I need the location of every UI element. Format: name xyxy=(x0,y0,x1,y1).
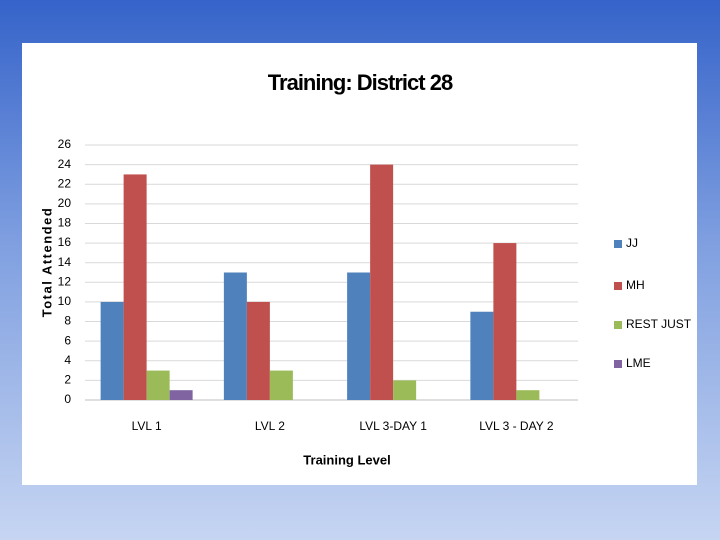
bar xyxy=(347,272,371,400)
y-tick-label: 0 xyxy=(64,392,71,406)
legend-label: LME xyxy=(626,356,651,370)
chart-title: Training: District 28 xyxy=(268,70,453,95)
bar xyxy=(146,370,170,400)
x-tick-label: LVL 1 xyxy=(132,419,162,433)
legend-swatch xyxy=(614,282,622,290)
y-tick-label: 26 xyxy=(58,137,72,151)
bar xyxy=(393,380,417,400)
bar xyxy=(169,390,193,400)
y-tick-label: 12 xyxy=(58,274,72,288)
legend-swatch xyxy=(614,240,622,248)
y-tick-label: 14 xyxy=(58,255,72,269)
y-tick-label: 24 xyxy=(58,157,72,171)
bar xyxy=(123,174,147,400)
y-tick-label: 8 xyxy=(64,314,71,328)
bar xyxy=(516,390,540,400)
bar xyxy=(223,272,247,400)
y-tick-label: 18 xyxy=(58,216,72,230)
legend-label: MH xyxy=(626,278,645,292)
y-tick-label: 22 xyxy=(58,176,72,190)
x-axis-label: Training Level xyxy=(303,452,390,467)
y-tick-label: 2 xyxy=(64,373,71,387)
bar xyxy=(370,164,394,400)
bar xyxy=(470,311,494,400)
x-tick-label: LVL 2 xyxy=(255,419,285,433)
y-tick-label: 6 xyxy=(64,333,71,347)
legend-swatch xyxy=(614,321,622,329)
bar xyxy=(100,301,124,400)
legend-label: JJ xyxy=(626,236,638,250)
x-tick-label: LVL 3 - DAY 2 xyxy=(479,419,554,433)
bar xyxy=(493,243,517,400)
x-tick-label: LVL 3-DAY 1 xyxy=(359,419,427,433)
y-tick-label: 16 xyxy=(58,235,72,249)
legend-label: REST JUST xyxy=(626,317,692,331)
y-tick-label: 10 xyxy=(58,294,72,308)
legend-swatch xyxy=(614,360,622,368)
y-axis-label: Total Attended xyxy=(39,207,54,318)
y-tick-label: 20 xyxy=(58,196,72,210)
bar xyxy=(269,370,293,400)
y-tick-label: 4 xyxy=(64,353,71,367)
bar xyxy=(246,301,270,400)
